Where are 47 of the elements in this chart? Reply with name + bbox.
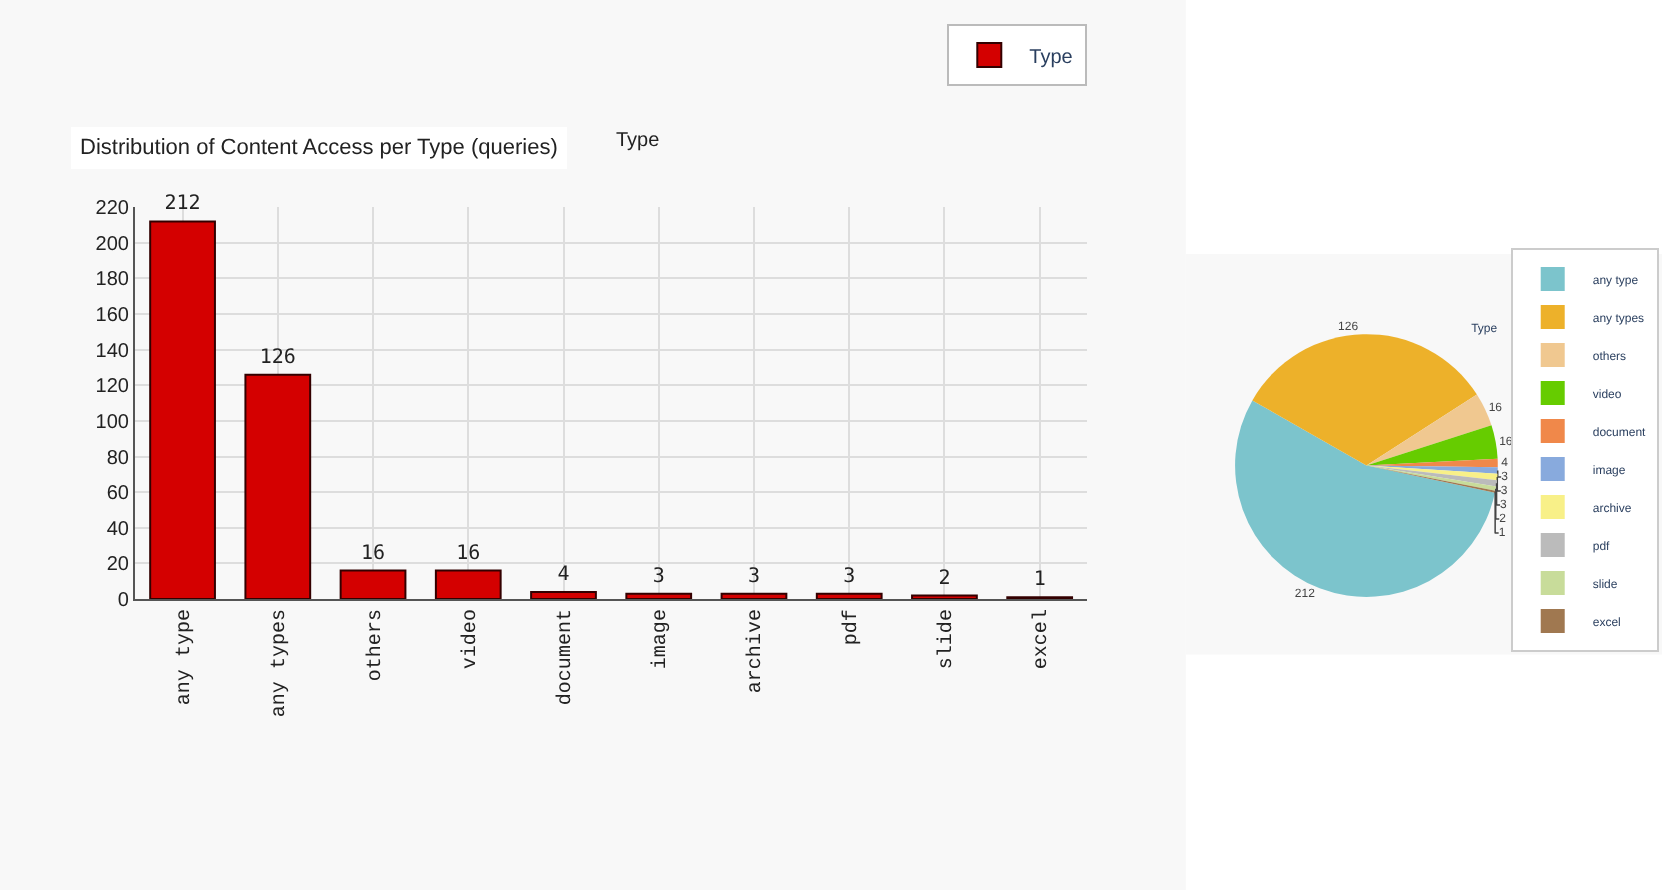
pie-slice [1366, 425, 1498, 466]
pie-slice [1366, 458, 1498, 468]
data-label: 3 [652, 565, 665, 588]
y-tick-label: 100 [95, 411, 130, 434]
x-tick-label: archive [744, 609, 769, 694]
data-label: 4 [557, 563, 570, 586]
data-label: 126 [259, 346, 296, 369]
y-tick-label: 140 [95, 340, 130, 363]
bar [149, 220, 216, 600]
x-tick-label: video [458, 609, 483, 670]
y-tick-label: 60 [106, 483, 130, 506]
x-tick-label: excel [1030, 609, 1055, 670]
data-label: 1 [1033, 569, 1046, 592]
bar [530, 590, 597, 600]
x-tick-label: pdf [839, 609, 864, 646]
data-label: 212 [164, 193, 201, 216]
y-tick-label: 0 [117, 590, 130, 613]
pie-slice [1366, 394, 1492, 466]
bar [815, 592, 883, 600]
y-tick-label: 120 [95, 376, 130, 399]
bar [244, 373, 312, 600]
x-tick-label: any types [270, 609, 293, 718]
text: Type [616, 130, 661, 152]
y-tick-label: 160 [95, 305, 130, 328]
bar [434, 569, 502, 600]
legend-label: Type [1029, 46, 1074, 69]
y-tick-label: 180 [95, 269, 130, 292]
x-tick-label: document [554, 609, 578, 706]
data-label: 3 [843, 565, 856, 588]
data-label: 2 [938, 567, 951, 590]
y-tick-label: 40 [106, 518, 130, 541]
chart-title: Distribution of Content Access per Type (queries) [80, 136, 558, 160]
y-tick-label: 200 [95, 233, 130, 256]
data-label: 3 [747, 565, 761, 588]
bar [625, 592, 693, 600]
pie-slice [1252, 334, 1477, 466]
y-tick-label: 20 [106, 554, 130, 577]
y-tick-label: 80 [106, 447, 130, 470]
x-tick-label: image [649, 609, 674, 670]
data-label: 16 [456, 542, 481, 565]
data-label: 16 [360, 542, 386, 565]
x-tick-label: slide [934, 609, 959, 670]
bar [339, 569, 407, 600]
x-tick-label: others [363, 609, 388, 682]
x-tick-label: any type [175, 609, 198, 706]
bar [720, 592, 788, 600]
y-tick-label: 220 [95, 198, 130, 221]
